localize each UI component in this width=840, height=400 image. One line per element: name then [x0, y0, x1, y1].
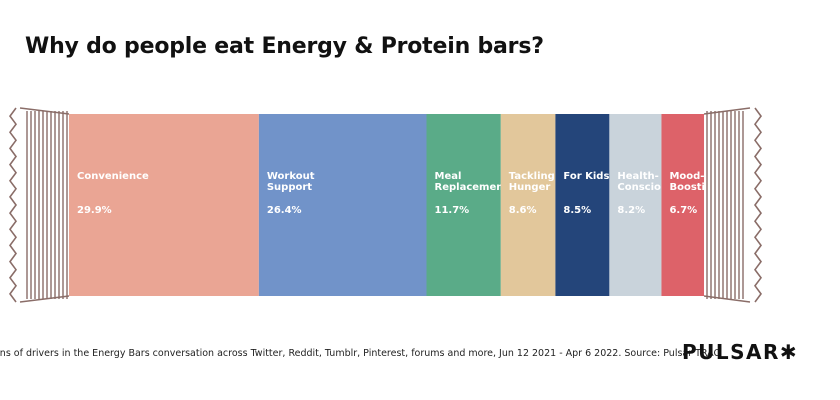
bar-segment-for-kids: [555, 114, 610, 296]
segment-value-label: 29.9%: [77, 205, 112, 216]
wrapper-top-edge: [19, 107, 70, 115]
segment-value-label: 8.2%: [617, 205, 645, 216]
segment-value-label: 6.7%: [669, 205, 697, 216]
pulsar-logo: PULSAR✱: [682, 340, 799, 364]
bar-segment-tackling-hunger: [500, 114, 556, 296]
segment-label: Workout Support: [267, 171, 315, 193]
segment-label: Meal Replacement: [435, 171, 509, 193]
segment-value-label: 11.7%: [435, 205, 470, 216]
segment-label: Convenience: [77, 171, 149, 182]
source-footnote: ons of drivers in the Energy Bars conver…: [0, 348, 721, 359]
wrapper-bottom-edge: [19, 295, 70, 303]
segment-label: Mood-Boosting: [669, 171, 719, 193]
segment-label: For Kids: [563, 171, 609, 182]
bar-segment-mood-boosting: [661, 114, 705, 296]
segment-value-label: 8.6%: [509, 205, 537, 216]
bar-segment-workout-support: [258, 114, 427, 296]
segment-value-label: 26.4%: [267, 205, 302, 216]
wrapper-left-crimp: [9, 107, 70, 303]
bar-segment-convenience: [69, 114, 259, 296]
bar-segments: Convenience 29.9% Workout Support 26.4% Meal R…: [69, 114, 719, 296]
wrapper-zigzag-edge: [9, 107, 17, 303]
segment-label: Tackling Hunger: [509, 171, 555, 193]
chart-title: Why do people eat Energy & Protein bars?: [25, 34, 544, 59]
segment-label: Health-Conscious: [617, 171, 674, 193]
bar-segment-health-conscious: [609, 114, 662, 296]
wrapper-right-crimp: [703, 107, 762, 303]
wrapper-zigzag-edge: [754, 107, 762, 303]
bar-segment-meal-replacement: [426, 114, 501, 296]
segment-value-label: 8.5%: [563, 205, 591, 216]
